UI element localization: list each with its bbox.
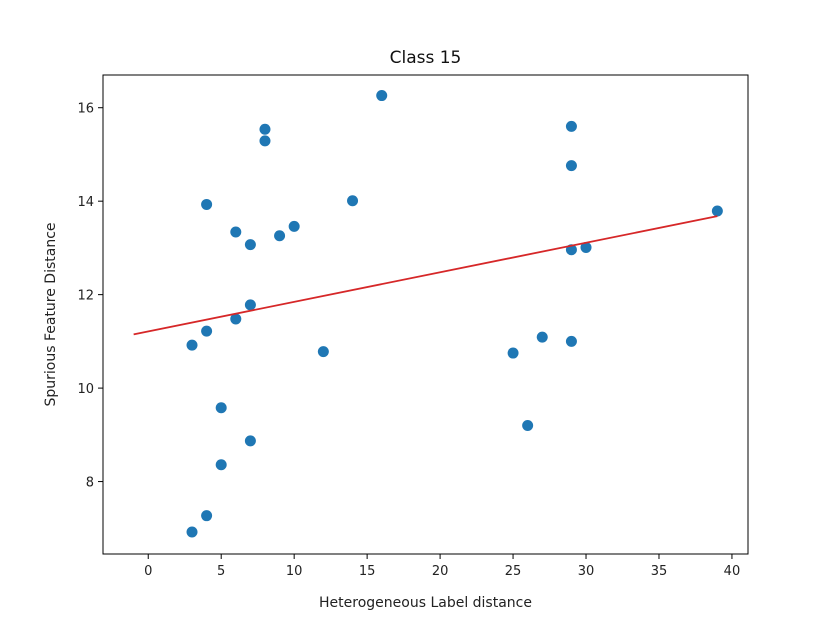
data-point bbox=[201, 198, 213, 210]
data-point bbox=[244, 239, 256, 251]
x-tick-label: 25 bbox=[505, 564, 522, 579]
x-axis-ticks: 0 5 10 15 20 25 30 35 40 bbox=[144, 554, 740, 579]
x-tick-label: 5 bbox=[217, 564, 225, 579]
data-point bbox=[347, 195, 359, 207]
data-point bbox=[186, 526, 198, 538]
data-point bbox=[244, 435, 256, 447]
data-point bbox=[230, 226, 242, 238]
x-tick-label: 0 bbox=[144, 564, 152, 579]
y-tick-label: 8 bbox=[86, 476, 94, 491]
x-tick-label: 35 bbox=[651, 564, 668, 579]
data-point bbox=[507, 347, 519, 359]
data-point bbox=[274, 230, 286, 242]
data-point bbox=[711, 205, 723, 217]
data-point bbox=[565, 160, 577, 172]
x-tick-label: 20 bbox=[432, 564, 449, 579]
data-point bbox=[244, 299, 256, 311]
data-point bbox=[536, 331, 548, 343]
data-point bbox=[376, 90, 388, 102]
data-point bbox=[230, 313, 242, 325]
data-point bbox=[565, 120, 577, 132]
y-tick-label: 16 bbox=[77, 102, 94, 117]
y-tick-label: 10 bbox=[77, 382, 94, 397]
data-layer bbox=[133, 90, 723, 538]
data-point bbox=[186, 339, 198, 351]
data-point bbox=[215, 459, 227, 471]
data-point bbox=[522, 419, 534, 431]
y-tick-label: 12 bbox=[77, 289, 94, 304]
trend-line bbox=[133, 215, 718, 336]
y-tick-label: 14 bbox=[77, 195, 94, 210]
y-axis-label: Spurious Feature Distance bbox=[43, 222, 59, 406]
data-point bbox=[201, 325, 213, 337]
x-tick-label: 15 bbox=[359, 564, 376, 579]
y-axis-ticks: 8 10 12 14 16 bbox=[77, 102, 103, 491]
data-point bbox=[201, 510, 213, 522]
x-tick-label: 40 bbox=[724, 564, 741, 579]
x-axis-label: Heterogeneous Label distance bbox=[319, 595, 532, 611]
data-point bbox=[580, 241, 592, 253]
x-tick-label: 10 bbox=[286, 564, 303, 579]
data-point bbox=[259, 135, 271, 147]
data-point bbox=[288, 220, 300, 232]
x-tick-label: 30 bbox=[578, 564, 595, 579]
chart-title: Class 15 bbox=[390, 48, 462, 68]
data-point bbox=[565, 335, 577, 347]
plot-frame bbox=[102, 74, 749, 555]
data-point bbox=[317, 346, 329, 358]
data-point bbox=[259, 123, 271, 135]
data-point bbox=[215, 402, 227, 414]
